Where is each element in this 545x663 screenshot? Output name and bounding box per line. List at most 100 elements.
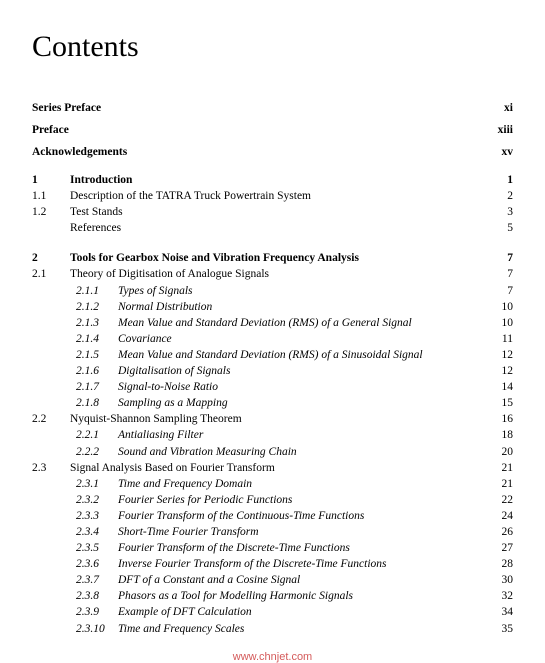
section-title: Test Stands [70,204,489,220]
subsection-page: 24 [489,508,513,524]
subsection-row: 2.1.7Signal-to-Noise Ratio14 [32,379,513,395]
section-row: 1.1Description of the TATRA Truck Powert… [32,188,513,204]
subsection-number: 2.1.7 [70,379,118,395]
chapter-title: Introduction [70,172,489,188]
subsection-number: 2.3.3 [70,508,118,524]
subsection-row: 2.1.8Sampling as a Mapping15 [32,395,513,411]
section-title: References [70,220,489,236]
subsection-page: 18 [489,427,513,443]
section-row: 2.3Signal Analysis Based on Fourier Tran… [32,460,513,476]
chapter-title: Tools for Gearbox Noise and Vibration Fr… [70,250,489,266]
chapter-row: 2Tools for Gearbox Noise and Vibration F… [32,250,513,266]
subsection-number: 2.3.4 [70,524,118,540]
subsection-page: 14 [489,379,513,395]
subsection-page: 12 [489,363,513,379]
subsection-page: 26 [489,524,513,540]
chapters-list: 1Introduction11.1Description of the TATR… [32,172,513,637]
section-page: 2 [489,188,513,204]
subsection-page: 34 [489,604,513,620]
subsection-title: Fourier Transform of the Continuous-Time… [118,508,489,524]
watermark: www.chnjet.com [0,651,545,663]
subsection-title: Types of Signals [118,283,489,299]
subsection-row: 2.1.6Digitalisation of Signals12 [32,363,513,379]
subsection-page: 20 [489,444,513,460]
subsection-title: Antialiasing Filter [118,427,489,443]
section-row: 1.2Test Stands3 [32,204,513,220]
subsection-number: 2.2.2 [70,444,118,460]
subsection-row: 2.2.1Antialiasing Filter18 [32,427,513,443]
subsection-title: DFT of a Constant and a Cosine Signal [118,572,489,588]
chapter-number: 2 [32,250,70,266]
subsection-number: 2.1.1 [70,283,118,299]
subsection-page: 12 [489,347,513,363]
subsection-number: 2.1.4 [70,331,118,347]
subsection-title: Covariance [118,331,489,347]
chapter-number: 1 [32,172,70,188]
subsection-title: Sound and Vibration Measuring Chain [118,444,489,460]
section-number: 2.1 [32,266,70,282]
front-matter-page: xiii [483,124,513,136]
front-matter-row: Series Prefacexi [32,102,513,114]
section-title: Nyquist-Shannon Sampling Theorem [70,411,489,427]
chapter-block: 2Tools for Gearbox Noise and Vibration F… [32,250,513,636]
subsection-title: Mean Value and Standard Deviation (RMS) … [118,315,489,331]
subsection-number: 2.1.5 [70,347,118,363]
section-title: Description of the TATRA Truck Powertrai… [70,188,489,204]
subsection-page: 27 [489,540,513,556]
subsection-title: Time and Frequency Scales [118,621,489,637]
section-title: Theory of Digitisation of Analogue Signa… [70,266,489,282]
subsection-number: 2.3.1 [70,476,118,492]
subsection-row: 2.3.6Inverse Fourier Transform of the Di… [32,556,513,572]
subsection-number: 2.3.8 [70,588,118,604]
subsection-row: 2.3.2Fourier Series for Periodic Functio… [32,492,513,508]
front-matter-row: Acknowledgementsxv [32,146,513,158]
chapter-row: 1Introduction1 [32,172,513,188]
subsection-title: Short-Time Fourier Transform [118,524,489,540]
subsection-row: 2.1.3Mean Value and Standard Deviation (… [32,315,513,331]
section-number: 2.3 [32,460,70,476]
subsection-row: 2.2.2Sound and Vibration Measuring Chain… [32,444,513,460]
front-matter-page: xv [483,146,513,158]
subsection-number: 2.2.1 [70,427,118,443]
section-number: 1.2 [32,204,70,220]
section-number: 2.2 [32,411,70,427]
subsection-row: 2.3.4Short-Time Fourier Transform26 [32,524,513,540]
subsection-page: 30 [489,572,513,588]
subsection-title: Time and Frequency Domain [118,476,489,492]
subsection-number: 2.1.2 [70,299,118,315]
subsection-row: 2.3.3Fourier Transform of the Continuous… [32,508,513,524]
section-page: 3 [489,204,513,220]
subsection-page: 10 [489,299,513,315]
subsection-number: 2.3.6 [70,556,118,572]
section-title: Signal Analysis Based on Fourier Transfo… [70,460,489,476]
front-matter-list: Series PrefacexiPrefacexiiiAcknowledgeme… [32,102,513,158]
section-page: 7 [489,266,513,282]
section-page: 16 [489,411,513,427]
front-matter-label: Acknowledgements [32,146,483,158]
front-matter-label: Preface [32,124,483,136]
subsection-title: Example of DFT Calculation [118,604,489,620]
subsection-page: 21 [489,476,513,492]
subsection-number: 2.3.5 [70,540,118,556]
section-page: 5 [489,220,513,236]
subsection-title: Fourier Series for Periodic Functions [118,492,489,508]
subsection-number: 2.3.9 [70,604,118,620]
subsection-row: 2.3.10Time and Frequency Scales35 [32,621,513,637]
section-row: References5 [32,220,513,236]
subsection-page: 32 [489,588,513,604]
subsection-number: 2.3.10 [70,621,118,637]
subsection-row: 2.1.4Covariance11 [32,331,513,347]
front-matter-page: xi [483,102,513,114]
subsection-row: 2.1.5Mean Value and Standard Deviation (… [32,347,513,363]
section-number: 1.1 [32,188,70,204]
subsection-title: Fourier Transform of the Discrete-Time F… [118,540,489,556]
subsection-page: 15 [489,395,513,411]
subsection-page: 28 [489,556,513,572]
chapter-page: 7 [489,250,513,266]
front-matter-row: Prefacexiii [32,124,513,136]
page-title: Contents [32,30,513,64]
chapter-page: 1 [489,172,513,188]
subsection-page: 35 [489,621,513,637]
subsection-number: 2.1.8 [70,395,118,411]
subsection-title: Digitalisation of Signals [118,363,489,379]
